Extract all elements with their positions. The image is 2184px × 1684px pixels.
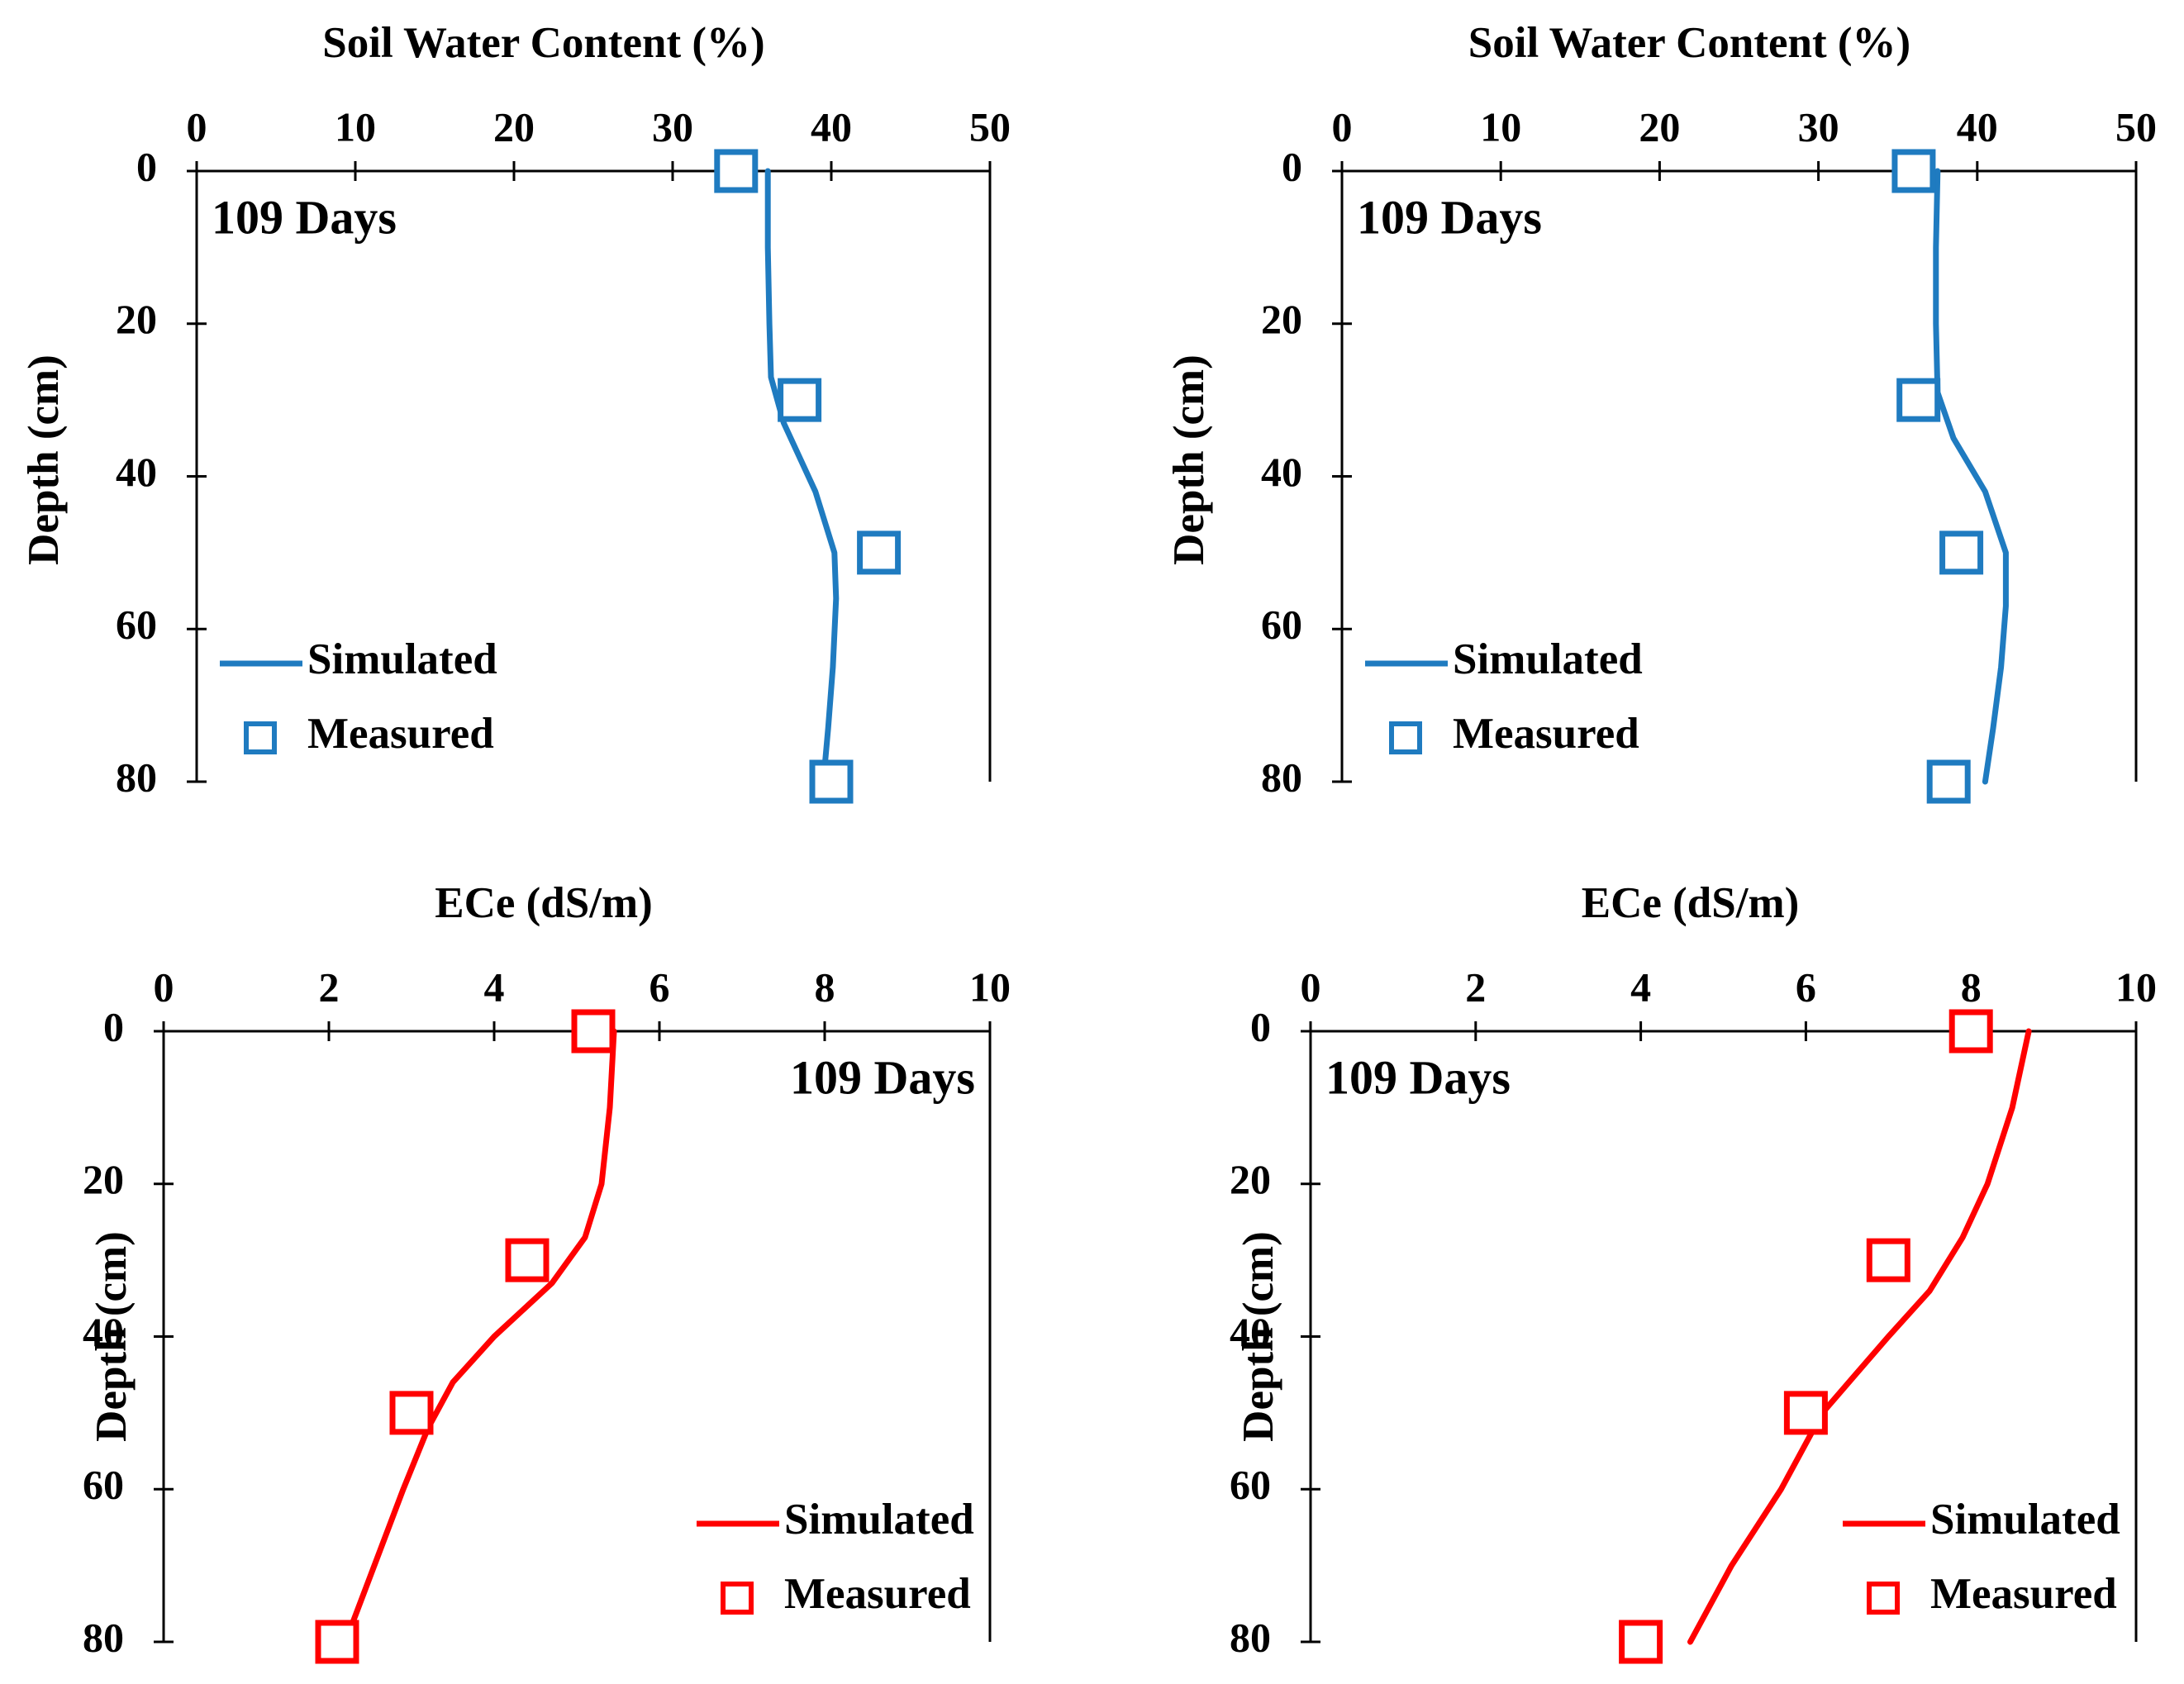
legend-label-simulated: Simulated (1453, 635, 1643, 683)
x-tick-label: 10 (335, 103, 376, 150)
x-tick-label: 6 (1796, 963, 1816, 1010)
y-axis-title: Depth (cm) (20, 354, 68, 565)
y-tick-label: 20 (116, 296, 157, 342)
y-tick-label: 80 (1261, 754, 1302, 800)
x-tick-label: 20 (1639, 103, 1680, 150)
x-tick-label: 40 (1957, 103, 1998, 150)
x-tick-label: 4 (484, 963, 505, 1010)
measured-point (389, 1391, 434, 1435)
y-tick-label: 40 (1261, 449, 1302, 495)
x-tick-label: 8 (815, 963, 835, 1010)
measured-point (505, 1238, 550, 1282)
y-tick-label: 0 (136, 143, 157, 189)
x-tick-label: 2 (1465, 963, 1486, 1010)
measured-point (857, 530, 902, 575)
panel-annotation: 109 Days (790, 1050, 975, 1104)
panel-annotation: 109 Days (212, 190, 397, 244)
measured-point (571, 1009, 616, 1054)
x-axis-title: Soil Water Content (%) (1468, 19, 1910, 67)
x-tick-label: 10 (969, 963, 1011, 1010)
measured-point (809, 759, 854, 804)
measured-point (778, 378, 822, 422)
x-tick-label: 8 (1961, 963, 1982, 1010)
x-tick-label: 2 (319, 963, 340, 1010)
panel-ece-right: 0 2 4 6 8 10 0 20 40 60 80 ECe (dS/m) Depth (cm) 109 … (1230, 879, 2157, 1664)
x-axis-title: ECe (dS/m) (435, 879, 653, 927)
x-tick-label: 50 (2115, 103, 2157, 150)
y-axis-title: Depth (cm) (1165, 354, 1213, 565)
y-tick-label: 60 (1261, 602, 1302, 648)
y-tick-label: 60 (83, 1462, 124, 1508)
x-tick-label: 10 (2115, 963, 2157, 1010)
x-tick-label: 0 (154, 963, 174, 1010)
panel-annotation: 109 Days (1357, 190, 1542, 244)
legend-marker-swatch (244, 721, 277, 754)
panel-annotation: 109 Days (1325, 1050, 1511, 1104)
legend-marker-swatch (1389, 721, 1422, 754)
y-axis-title: Depth (cm) (88, 1231, 136, 1442)
x-tick-label: 0 (187, 103, 207, 150)
x-tick-label: 10 (1480, 103, 1521, 150)
x-axis-title: Soil Water Content (%) (322, 19, 764, 67)
measured-point (1948, 1009, 1993, 1054)
panel-swc-left: 0 10 20 30 40 50 0 20 40 60 80 Soil Water Content (… (20, 19, 1011, 804)
y-tick-label: 60 (116, 602, 157, 648)
legend-label-measured: Measured (1453, 710, 1639, 758)
x-tick-label: 40 (811, 103, 852, 150)
legend-label-measured: Measured (307, 710, 494, 758)
simulated-line (1933, 168, 2009, 785)
x-tick-label: 4 (1630, 963, 1651, 1010)
legend-label-simulated: Simulated (307, 635, 497, 683)
x-axis-title: ECe (dS/m) (1582, 879, 1800, 927)
y-tick-label: 80 (1230, 1614, 1271, 1660)
measured-point (315, 1620, 359, 1664)
measured-point (1891, 149, 1936, 193)
legend-label-measured: Measured (1930, 1570, 2117, 1618)
x-tick-label: 0 (1332, 103, 1353, 150)
panel-swc-right: 0 10 20 30 40 50 0 20 40 60 80 Soil Water Content (… (1165, 19, 2157, 804)
simulated-line (1687, 1028, 2032, 1645)
y-tick-label: 80 (116, 754, 157, 800)
y-tick-label: 40 (83, 1309, 124, 1355)
y-tick-label: 20 (1261, 296, 1302, 342)
x-tick-label: 50 (969, 103, 1011, 150)
panel-ece-left: 0 2 4 6 8 10 0 20 40 60 80 ECe (dS/m) Depth (cm) 109 … (83, 879, 1011, 1664)
measured-point (1783, 1391, 1828, 1435)
y-tick-label: 40 (116, 449, 157, 495)
measured-point (1866, 1238, 1910, 1282)
simulated-line (342, 1028, 617, 1645)
measured-point (1926, 759, 1971, 804)
y-tick-label: 60 (1230, 1462, 1271, 1508)
y-axis-title: Depth (cm) (1235, 1231, 1282, 1442)
legend-marker-swatch (721, 1582, 754, 1615)
y-tick-label: 20 (1230, 1156, 1271, 1202)
y-tick-label: 40 (1230, 1309, 1271, 1355)
measured-point (714, 149, 759, 193)
x-tick-label: 6 (649, 963, 670, 1010)
y-tick-label: 80 (83, 1614, 124, 1660)
legend-label-simulated: Simulated (784, 1496, 974, 1544)
x-tick-label: 30 (1798, 103, 1839, 150)
measured-point (1619, 1620, 1663, 1664)
simulated-line (764, 168, 840, 785)
y-tick-label: 0 (1282, 143, 1302, 189)
y-tick-label: 0 (1250, 1003, 1271, 1049)
x-tick-label: 30 (652, 103, 693, 150)
measured-point (1939, 530, 1984, 575)
y-tick-label: 0 (103, 1003, 124, 1049)
x-tick-label: 0 (1301, 963, 1321, 1010)
legend-label-measured: Measured (784, 1570, 971, 1618)
legend-label-simulated: Simulated (1930, 1496, 2120, 1544)
legend-marker-swatch (1867, 1582, 1900, 1615)
y-tick-label: 20 (83, 1156, 124, 1202)
x-tick-label: 20 (493, 103, 535, 150)
measured-point (1896, 378, 1941, 422)
